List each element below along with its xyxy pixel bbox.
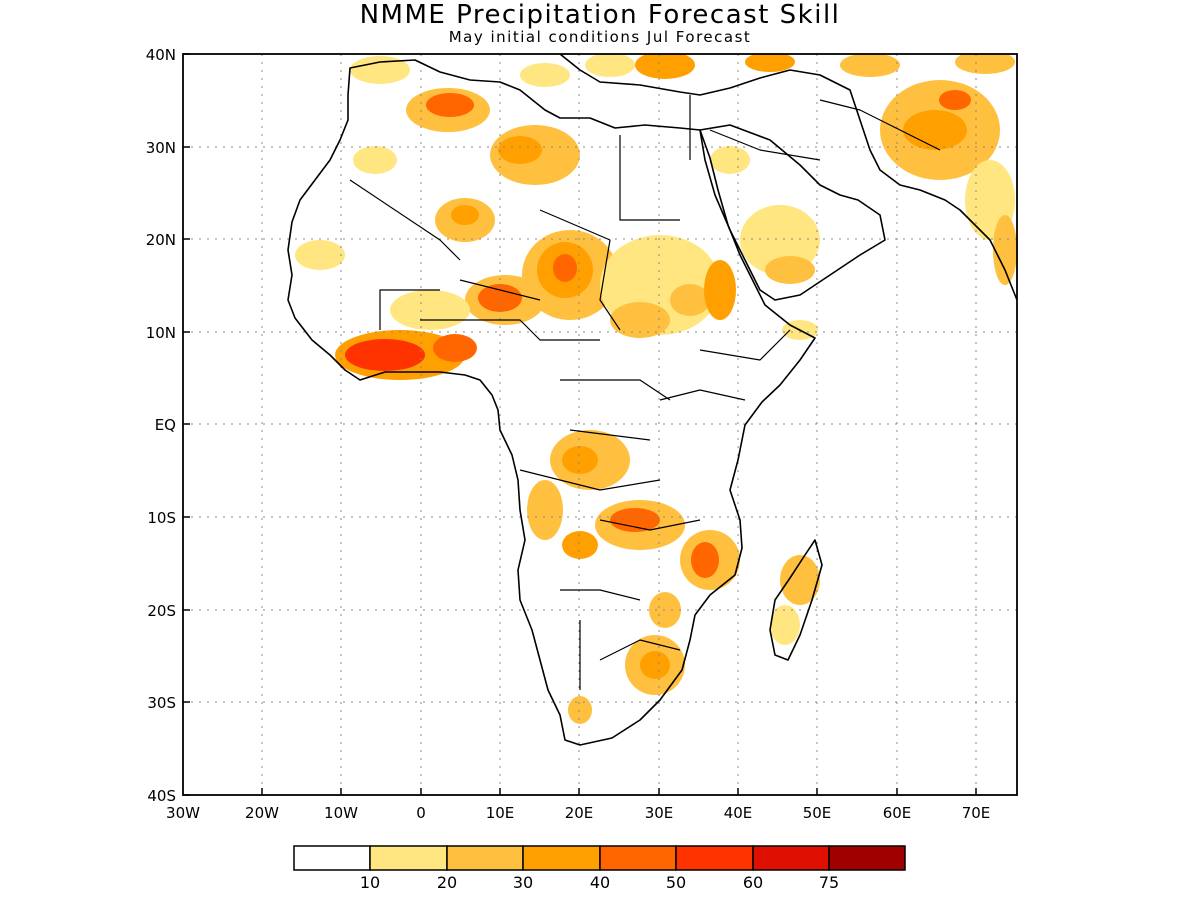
lat-label: 30S [147, 694, 176, 712]
colorbar-label: 10 [360, 873, 380, 892]
colorbar-box [675, 845, 754, 871]
lon-label: 40E [724, 804, 753, 822]
colorbar-box [828, 845, 906, 871]
colorbar-box [446, 845, 524, 871]
colorbar: 10 20 30 40 50 60 75 [293, 845, 906, 892]
lon-label: 60E [883, 804, 912, 822]
colorbar-box [293, 845, 371, 871]
lon-label: 70E [962, 804, 991, 822]
lat-label: 20S [147, 602, 176, 620]
axis-ticks [183, 53, 977, 796]
lon-label: 10E [486, 804, 515, 822]
lat-label: 30N [146, 139, 176, 157]
colorbar-label: 60 [743, 873, 763, 892]
colorbar-label: 30 [513, 873, 533, 892]
colorbar-label: 40 [590, 873, 610, 892]
lon-label: 10W [324, 804, 358, 822]
madagascar-coastline [769, 539, 823, 661]
colorbar-label: 75 [819, 873, 839, 892]
africa-coastline [287, 59, 816, 746]
skill-shading [295, 54, 1017, 724]
country-borders [349, 95, 941, 690]
eurasia-coastline [559, 54, 1017, 301]
colorbar-box [522, 845, 601, 871]
coastlines [287, 54, 1017, 746]
lon-label: 20W [245, 804, 279, 822]
lat-label: 10N [146, 324, 176, 342]
colorbar-label: 20 [437, 873, 457, 892]
lat-label: 20N [146, 231, 176, 249]
lon-label: 50E [803, 804, 832, 822]
lat-label: 40N [146, 46, 176, 64]
lon-label: 0 [416, 804, 426, 822]
lon-label: 30W [166, 804, 200, 822]
arabia-coastline [699, 124, 886, 301]
graticule [183, 54, 1017, 795]
lat-label: EQ [155, 416, 176, 434]
colorbar-box [369, 845, 448, 871]
lon-label: 30E [645, 804, 674, 822]
colorbar-box [752, 845, 830, 871]
map-title: NMME Precipitation Forecast Skill [359, 0, 841, 30]
lon-label: 20E [565, 804, 594, 822]
lat-label: 40S [147, 787, 176, 805]
lat-label: 10S [147, 509, 176, 527]
map-subtitle: May initial conditions Jul Forecast [448, 28, 752, 46]
colorbar-label: 50 [666, 873, 686, 892]
colorbar-box [599, 845, 677, 871]
